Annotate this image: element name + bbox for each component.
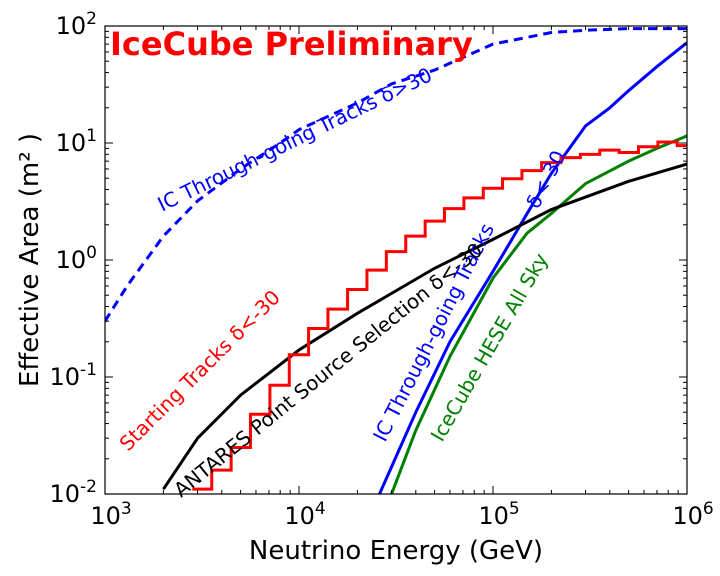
x-tick-label: 103 xyxy=(90,499,131,530)
y-tick-label: 10-1 xyxy=(50,360,98,391)
y-tick-label: 101 xyxy=(56,126,97,157)
x-tick-label: 105 xyxy=(478,499,519,530)
series-line-2 xyxy=(390,134,687,494)
x-axis-label: Neutrino Energy (GeV) xyxy=(249,536,543,566)
series-line-4 xyxy=(192,140,687,491)
series-layer xyxy=(105,27,687,494)
annotation-ic-through-going-upper: IC Through-going Tracks δ>30 xyxy=(154,62,436,216)
series-line-0 xyxy=(105,27,687,322)
x-tick-label: 104 xyxy=(284,499,325,530)
y-tick-label: 10-2 xyxy=(50,477,98,508)
series-line-3 xyxy=(162,162,687,490)
banner-text: IceCube Preliminary xyxy=(110,25,473,63)
y-tick-label: 102 xyxy=(56,9,97,40)
ticks-layer: 103 104 105 106 10-2 10-1 100 101 102 xyxy=(50,9,714,530)
series-line-1 xyxy=(378,41,687,494)
y-axis-label: Effective Area (m² ) xyxy=(15,133,45,387)
y-tick-label: 100 xyxy=(56,243,97,274)
x-tick-label: 106 xyxy=(672,499,713,530)
